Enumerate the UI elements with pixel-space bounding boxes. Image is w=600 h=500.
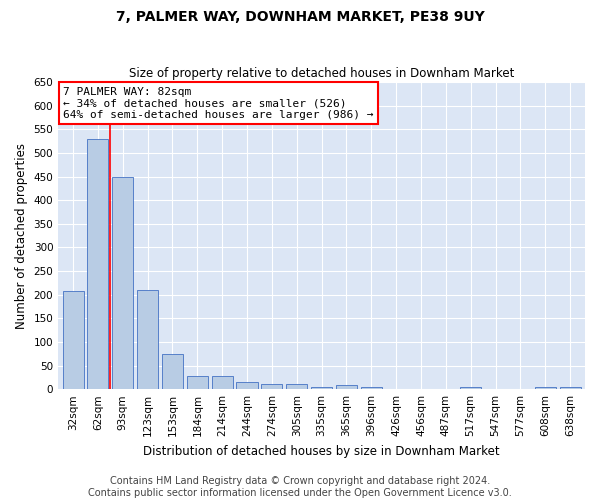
Bar	[286, 384, 307, 389]
Y-axis label: Number of detached properties: Number of detached properties	[15, 142, 28, 328]
Bar	[162, 354, 183, 389]
Bar	[361, 387, 382, 389]
Bar	[460, 387, 481, 389]
Bar	[88, 139, 109, 389]
Bar	[560, 387, 581, 389]
Bar	[262, 384, 283, 389]
Bar	[137, 290, 158, 389]
Bar	[187, 376, 208, 389]
Bar	[212, 376, 233, 389]
Bar	[311, 387, 332, 389]
Text: 7 PALMER WAY: 82sqm
← 34% of detached houses are smaller (526)
64% of semi-detac: 7 PALMER WAY: 82sqm ← 34% of detached ho…	[64, 86, 374, 120]
Text: 7, PALMER WAY, DOWNHAM MARKET, PE38 9UY: 7, PALMER WAY, DOWNHAM MARKET, PE38 9UY	[116, 10, 484, 24]
Text: Contains HM Land Registry data © Crown copyright and database right 2024.
Contai: Contains HM Land Registry data © Crown c…	[88, 476, 512, 498]
Bar	[336, 386, 357, 389]
X-axis label: Distribution of detached houses by size in Downham Market: Distribution of detached houses by size …	[143, 444, 500, 458]
Bar	[535, 387, 556, 389]
Bar	[236, 382, 257, 389]
Bar	[62, 291, 83, 389]
Title: Size of property relative to detached houses in Downham Market: Size of property relative to detached ho…	[129, 66, 514, 80]
Bar	[112, 176, 133, 389]
